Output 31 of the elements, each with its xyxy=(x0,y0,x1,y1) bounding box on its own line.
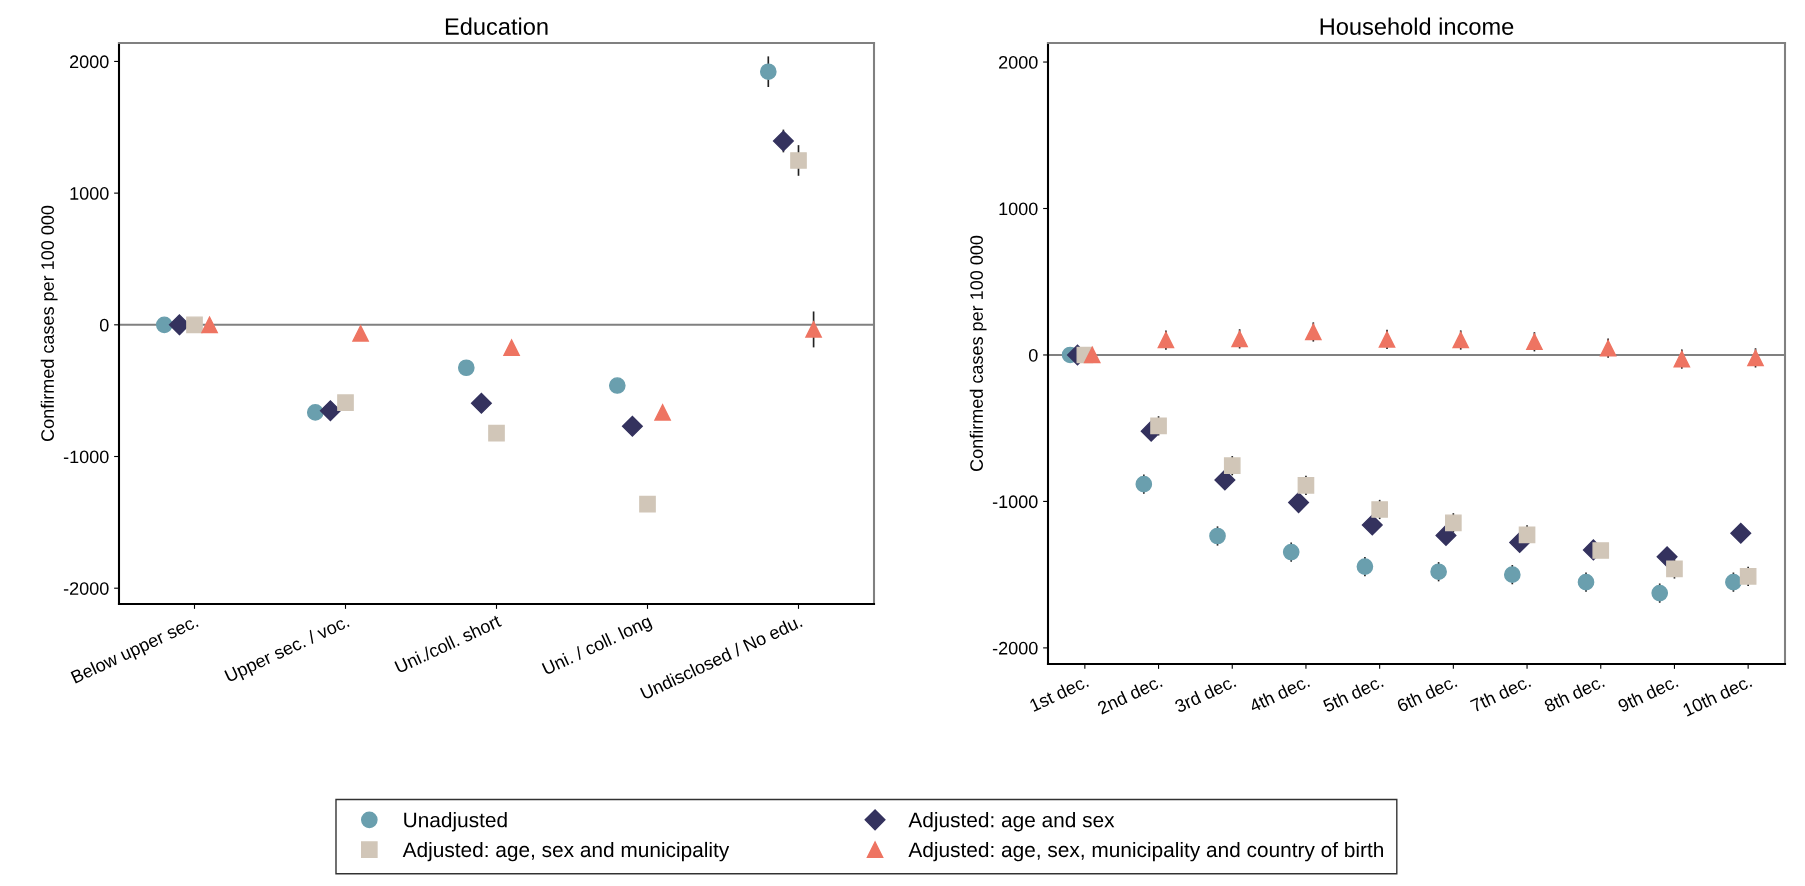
y-tick-label: -2000 xyxy=(63,582,109,595)
y-tick-label: 2000 xyxy=(999,55,1038,69)
legend-label: Adjusted: age, sex and municipality xyxy=(402,841,730,862)
chart-title: Education xyxy=(445,17,548,35)
x-tick-label: 4th dec. xyxy=(1248,674,1311,713)
x-tick-label: 1st dec. xyxy=(1028,674,1089,712)
legend-label: Unadjusted xyxy=(404,812,507,832)
y-tick-label: -1000 xyxy=(63,450,109,464)
y-tick-label: 0 xyxy=(1028,348,1038,362)
legend-label: Adjusted: age, sex, municipality and country of birth xyxy=(908,841,1383,862)
y-axis-title: Confirmed cases per 100 000 xyxy=(969,235,987,472)
x-tick-label: 8th dec. xyxy=(1543,674,1605,713)
y-tick-label: 2000 xyxy=(70,55,109,69)
x-tick-label: 5th dec. xyxy=(1322,674,1384,713)
x-tick-label: Below upper sec. xyxy=(70,614,201,687)
x-tick-label: 9th dec. xyxy=(1617,674,1679,713)
y-tick-label: 1000 xyxy=(70,187,109,200)
legend-label: Adjusted: age and sex xyxy=(908,812,1115,832)
y-tick-label: 0 xyxy=(99,318,109,332)
y-tick-label: -2000 xyxy=(992,641,1038,655)
y-tick-label: -1000 xyxy=(992,495,1038,509)
x-tick-label: Upper sec. / voc. xyxy=(223,614,352,686)
x-tick-label: 6th dec. xyxy=(1395,674,1458,713)
x-tick-label: 2nd dec. xyxy=(1096,674,1163,715)
y-tick-label: 1000 xyxy=(999,202,1038,216)
x-tick-label: 3rd dec. xyxy=(1173,674,1237,714)
chart-title: Household income xyxy=(1320,17,1514,35)
y-axis-title: Confirmed cases per 100 000 xyxy=(40,205,58,442)
x-tick-label: Uni. / coll. long xyxy=(541,614,654,679)
x-tick-label: 7th dec. xyxy=(1469,674,1532,713)
x-tick-label: 10th dec. xyxy=(1682,674,1753,717)
